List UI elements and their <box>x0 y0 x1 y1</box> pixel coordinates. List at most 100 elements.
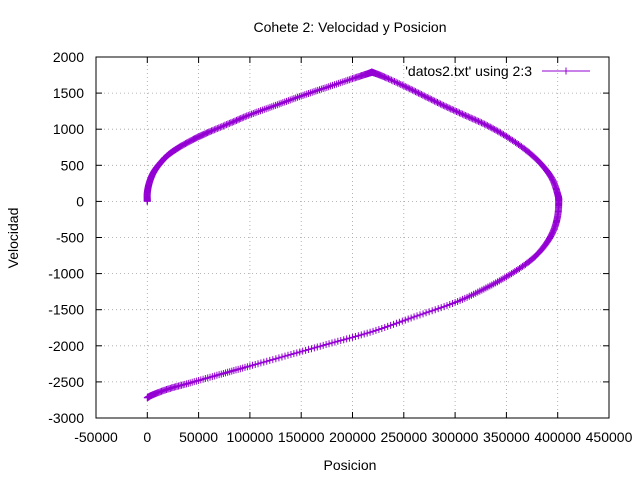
data-point <box>328 339 336 347</box>
data-point <box>475 117 483 125</box>
data-point <box>308 88 316 96</box>
data-point <box>466 113 474 121</box>
data-point <box>448 106 456 114</box>
data-point <box>444 103 452 111</box>
data-point <box>283 97 291 105</box>
data-point <box>392 78 400 86</box>
data-point <box>419 310 427 318</box>
data-point <box>210 126 218 134</box>
data-point <box>428 96 436 104</box>
data-point <box>257 359 265 367</box>
data-point <box>234 116 242 124</box>
data-point <box>218 123 226 131</box>
data-point <box>253 108 261 116</box>
data-point <box>344 76 352 84</box>
data-point <box>495 128 503 136</box>
data-point <box>319 341 327 349</box>
data-point <box>360 330 368 338</box>
data-point <box>422 309 430 317</box>
data-point <box>297 92 305 100</box>
data-point <box>410 313 418 321</box>
data-point <box>395 80 403 88</box>
data-point <box>431 97 439 105</box>
data-point <box>476 118 484 126</box>
series-markers <box>143 68 563 402</box>
data-point <box>307 345 315 353</box>
data-point <box>494 127 502 135</box>
data-point <box>235 115 243 123</box>
data-point <box>281 352 289 360</box>
data-point <box>349 333 356 341</box>
y-axis-label: Velocidad <box>5 208 21 269</box>
data-point <box>299 91 307 99</box>
data-point <box>454 108 462 116</box>
data-point <box>423 93 431 101</box>
x-tick-label: 0 <box>143 429 151 445</box>
data-point <box>263 357 271 365</box>
data-point <box>272 355 280 363</box>
data-point <box>387 321 395 329</box>
data-point <box>227 119 235 127</box>
data-point <box>463 112 471 120</box>
data-point <box>419 91 427 99</box>
data-point <box>277 99 285 107</box>
data-point <box>216 123 224 131</box>
x-tick-label: 150000 <box>278 429 325 445</box>
data-point <box>457 109 465 117</box>
data-point <box>319 85 327 93</box>
data-point <box>346 334 354 342</box>
data-point <box>488 124 496 132</box>
data-point <box>316 86 324 94</box>
data-point <box>486 123 494 131</box>
data-point <box>499 275 507 283</box>
x-axis-label: Posicion <box>324 457 377 473</box>
y-tick-label: -2000 <box>48 338 84 354</box>
data-point <box>295 93 303 101</box>
data-point <box>389 77 397 85</box>
data-point <box>438 101 446 109</box>
data-point <box>489 125 497 133</box>
data-point <box>391 78 399 86</box>
tick-labels: -50000 0 50000 100000 150000 200000 250000 3000… <box>48 49 632 445</box>
data-point <box>184 379 192 387</box>
data-point <box>213 124 221 132</box>
data-point <box>498 130 506 138</box>
data-point <box>222 121 230 129</box>
data-point <box>426 95 434 103</box>
y-tick-label: 500 <box>61 157 85 173</box>
data-point <box>464 113 472 121</box>
data-point <box>279 99 287 107</box>
data-point <box>238 114 246 122</box>
data-point <box>321 84 329 92</box>
data-point <box>492 126 500 134</box>
x-tick-label: 400000 <box>534 429 581 445</box>
data-point <box>431 306 439 314</box>
data-point <box>340 336 348 344</box>
data-point <box>386 75 394 83</box>
legend-label: 'datos2.txt' using 2:3 <box>405 63 532 79</box>
data-point <box>470 115 478 123</box>
y-tick-label: 0 <box>76 193 84 209</box>
data-series <box>143 68 563 402</box>
x-tick-label: 200000 <box>329 429 376 445</box>
data-point <box>272 101 280 109</box>
data-point <box>299 347 307 355</box>
data-point <box>246 111 254 119</box>
data-point <box>392 319 400 327</box>
data-point <box>497 129 505 137</box>
data-point <box>437 304 445 312</box>
data-point <box>401 83 409 91</box>
data-point <box>314 86 322 94</box>
x-tick-label: 250000 <box>380 429 427 445</box>
data-point <box>293 349 301 357</box>
data-point <box>417 91 425 99</box>
y-tick-label: 1500 <box>53 85 84 101</box>
data-point <box>499 131 507 139</box>
data-point <box>384 75 392 83</box>
data-point <box>251 109 259 117</box>
data-point <box>477 119 485 127</box>
data-point <box>403 83 411 91</box>
data-point <box>237 115 245 123</box>
data-point <box>395 318 403 326</box>
